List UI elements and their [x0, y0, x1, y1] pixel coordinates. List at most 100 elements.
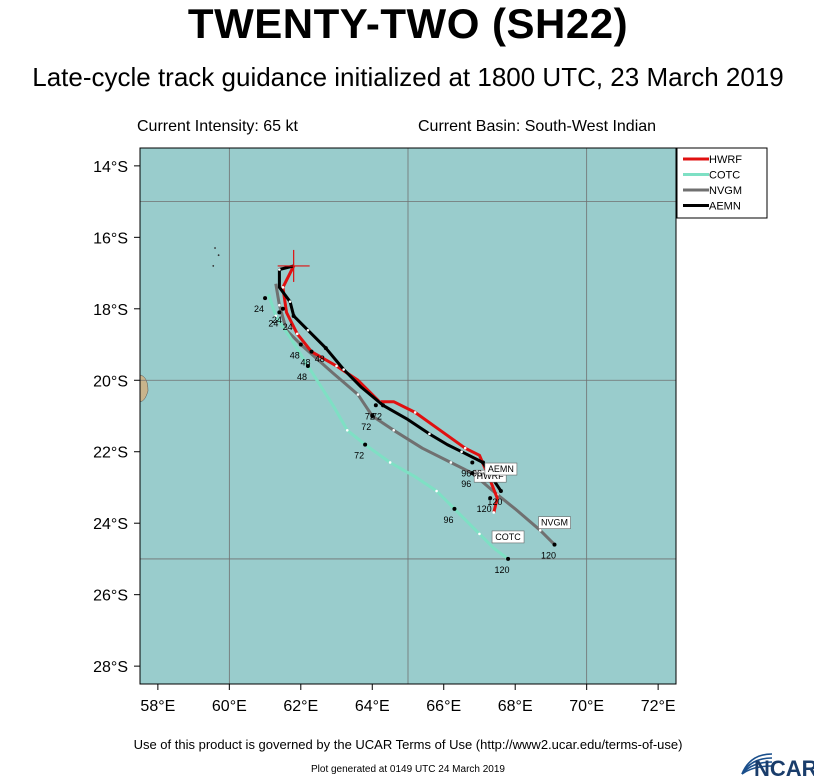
legend-label-aemn: AEMN	[709, 201, 741, 213]
forecast-hour-dot	[298, 342, 303, 347]
y-tick-label: 20°S	[93, 373, 128, 390]
y-tick-label: 14°S	[93, 159, 128, 176]
forecast-hour-label: 72	[365, 411, 375, 421]
legend-label-nvgm: NVGM	[709, 185, 742, 197]
forecast-hour-label: 48	[301, 358, 311, 368]
forecast-hour-dot	[506, 556, 511, 561]
forecast-hour-dot	[552, 542, 557, 547]
track-marker	[463, 446, 467, 450]
forecast-hour-label: 72	[354, 451, 364, 461]
track-end-label-nvgm: NVGM	[538, 516, 571, 529]
track-end-label-text: HWRF	[477, 471, 504, 481]
track-end-label-text: AEMN	[488, 464, 514, 474]
forecast-hour-label: 120	[487, 497, 502, 507]
island-dot	[214, 247, 216, 249]
forecast-hour-dot	[470, 460, 475, 465]
y-tick-label: 18°S	[93, 302, 128, 319]
forecast-hour-label: 96	[461, 479, 471, 489]
track-marker	[449, 461, 453, 464]
forecast-hour-label: 96	[472, 468, 482, 478]
y-tick-label: 28°S	[93, 659, 128, 676]
island-dot	[212, 265, 215, 267]
ncar-logo-text: NCAR	[754, 756, 814, 778]
plot-frame	[139, 147, 677, 685]
track-end-label-text: COTC	[495, 532, 521, 542]
forecast-hour-dot	[305, 363, 310, 368]
forecast-hour-dot	[263, 296, 268, 301]
track-end-label-aemn: AEMN	[484, 462, 518, 476]
track-marker	[460, 450, 463, 454]
x-tick-label: 60°E	[212, 698, 247, 715]
track-marker	[278, 268, 281, 271]
forecast-hour-dot	[498, 489, 503, 494]
track-marker	[278, 303, 281, 307]
track-marker	[435, 489, 438, 493]
track-marker	[335, 364, 338, 368]
track-marker	[281, 286, 285, 289]
forecast-hour-label: 120	[477, 504, 492, 514]
track-end-label-box	[484, 462, 518, 476]
forecast-hour-label: 96	[443, 515, 453, 525]
forecast-hour-label: 120	[541, 551, 556, 561]
forecast-hour-dot	[323, 346, 328, 351]
forecast-hour-label: 120	[495, 565, 510, 575]
x-tick-label: 62°E	[283, 698, 318, 715]
legend-label-hwrf: HWRF	[709, 154, 742, 166]
forecast-hour-label: 96	[461, 468, 471, 478]
track-marker	[342, 368, 345, 371]
map-subtitle: Late-cycle track guidance initialized at…	[32, 62, 784, 92]
legend-label-cotc: COTC	[709, 170, 740, 182]
island-dot	[217, 254, 220, 257]
forecast-hour-label: 24	[272, 315, 282, 325]
y-tick-label: 24°S	[93, 516, 128, 533]
forecast-hour-dot	[470, 471, 475, 476]
forecast-hour-label: 48	[315, 354, 325, 364]
forecast-hour-dot	[277, 310, 282, 315]
current-basin: Current Basin: South-West Indian	[418, 118, 657, 135]
track-end-label-cotc: COTC	[491, 530, 525, 544]
forecast-hour-label: 24	[283, 322, 293, 332]
y-tick-label: 22°S	[93, 445, 128, 462]
track-marker	[478, 532, 481, 536]
ncar-logo-mark	[741, 753, 773, 775]
y-tick-label: 16°S	[93, 230, 128, 247]
track-end-label-box	[491, 530, 525, 544]
x-tick-label: 70°E	[569, 698, 604, 715]
track-marker	[345, 428, 349, 432]
track-marker	[306, 328, 310, 332]
forecast-hour-label: 24	[254, 304, 264, 314]
y-tick-label: 26°S	[93, 588, 128, 605]
track-end-label-text: NVGM	[541, 518, 568, 528]
x-tick-label: 64°E	[355, 698, 390, 715]
track-marker	[413, 411, 417, 414]
forecast-hour-dot	[291, 313, 296, 318]
forecast-hour-label: 72	[361, 422, 371, 432]
track-marker	[295, 332, 299, 336]
track-end-label-box	[538, 516, 571, 529]
forecast-hour-dot	[380, 403, 385, 408]
ncar-logo: NCAR	[741, 753, 814, 778]
forecast-hour-dot	[280, 306, 285, 311]
x-tick-label: 68°E	[498, 698, 533, 715]
track-line-cotc	[267, 294, 509, 561]
current-intensity: Current Intensity: 65 kt	[137, 118, 298, 135]
mauritius-land	[139, 374, 149, 402]
track-marker	[392, 428, 396, 432]
forecast-hour-label: 72	[372, 411, 382, 421]
forecast-hour-label: 48	[290, 351, 300, 361]
x-tick-label: 72°E	[641, 698, 676, 715]
track-marker	[538, 529, 542, 532]
track-line-aemn	[277, 264, 503, 492]
forecast-hour-dot	[373, 403, 378, 408]
track-marker	[388, 461, 392, 464]
track-marker	[274, 314, 278, 318]
x-tick-label: 66°E	[426, 698, 461, 715]
forecast-hour-dot	[309, 349, 314, 354]
track-marker	[356, 393, 360, 396]
forecast-hour-dot	[488, 496, 493, 501]
forecast-hour-label: 24	[268, 318, 278, 328]
track-marker	[428, 432, 431, 436]
forecast-hour-label: 48	[297, 372, 307, 382]
forecast-hour-dot	[452, 506, 457, 511]
